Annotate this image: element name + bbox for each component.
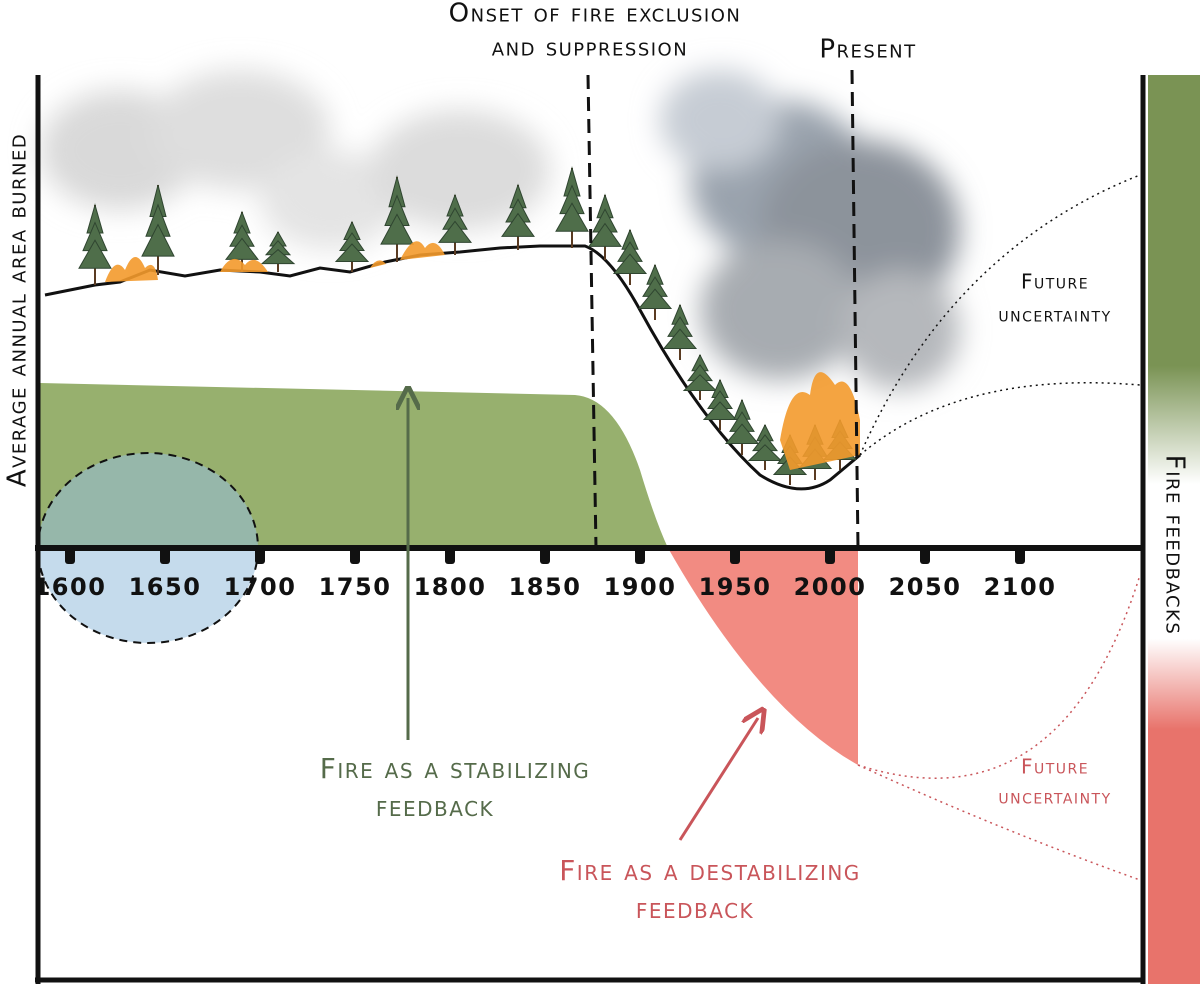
- tree-foliage: [224, 237, 260, 260]
- path: [105, 256, 158, 282]
- onset-label: and suppression: [492, 33, 688, 63]
- tree-foliage: [724, 423, 760, 444]
- present-label: Present: [819, 35, 916, 65]
- tree-foliage: [702, 401, 738, 420]
- future-label: Future: [1021, 755, 1089, 779]
- tick-mark: [635, 548, 645, 564]
- tick-mark: [65, 548, 75, 564]
- x-tick-label: 1600: [34, 573, 107, 601]
- tick-mark: [825, 548, 835, 564]
- feedback-bar: [1148, 75, 1200, 984]
- tree-foliage: [260, 248, 296, 265]
- tick-mark: [445, 548, 455, 564]
- smoke: [40, 70, 960, 390]
- stabilizing-label: Fire as a stabilizing: [320, 752, 591, 785]
- y-axis-label: Average annual area burned: [3, 133, 33, 487]
- x-tick-label: 1750: [319, 573, 392, 601]
- tick-mark: [730, 548, 740, 564]
- ellipse: [660, 70, 780, 170]
- destabilizing-label: feedback: [636, 892, 754, 925]
- ellipse: [370, 110, 550, 230]
- x-tick-label: 1800: [414, 573, 487, 601]
- tree-foliage: [682, 374, 718, 392]
- tree-foliage: [637, 288, 673, 309]
- x-tick-label: 2100: [984, 573, 1057, 601]
- future-curve: [859, 382, 1141, 456]
- x-tick-label: 2050: [889, 573, 962, 601]
- path: [400, 241, 445, 260]
- tick-mark: [255, 548, 265, 564]
- tree-foliage: [588, 222, 622, 247]
- x-ticks: 1600 1650 1700 1750 1800 1850 1900 1950 2000 2050…: [34, 548, 1057, 601]
- tree-foliage: [555, 202, 589, 232]
- onset-label: Onset of fire exclusion: [449, 0, 742, 29]
- tree-foliage: [78, 239, 112, 269]
- tick-mark: [1015, 548, 1025, 564]
- onset-line: [586, 74, 598, 549]
- tree-foliage: [334, 243, 370, 262]
- x-tick-label: 1950: [699, 573, 772, 601]
- tick-mark: [160, 548, 170, 564]
- tick-mark: [540, 548, 550, 564]
- path: [370, 260, 386, 268]
- path: [220, 258, 268, 272]
- destabilizing-label: Fire as a destabilizing: [559, 854, 861, 887]
- tree-foliage: [437, 220, 473, 243]
- tree-foliage: [501, 212, 535, 237]
- future-label: Future: [1021, 270, 1089, 294]
- ellipse: [840, 270, 960, 390]
- future-label: uncertainty: [998, 303, 1111, 327]
- path: [780, 372, 860, 470]
- destabilizing-area: [668, 548, 858, 765]
- future-label: uncertainty: [998, 785, 1111, 809]
- destabilizing-arrow: [678, 718, 758, 841]
- tree-foliage: [141, 223, 175, 257]
- x-tick-label: 1850: [509, 573, 582, 601]
- terrain-line: [44, 244, 861, 491]
- tree-foliage: [612, 253, 648, 274]
- tree-foliage: [662, 328, 698, 349]
- tree-foliage: [747, 444, 783, 462]
- tree-foliage: [380, 213, 414, 245]
- ellipse: [700, 240, 860, 380]
- tick-mark: [920, 548, 930, 564]
- tick-mark: [350, 548, 360, 564]
- ellipse: [260, 150, 400, 250]
- ellipse: [150, 70, 330, 190]
- x-tick-label: 1650: [129, 573, 202, 601]
- future-curve: [857, 764, 1141, 881]
- x-tick-label: 2000: [794, 573, 867, 601]
- stabilizing-label: feedback: [376, 790, 494, 823]
- x-tick-label: 1900: [604, 573, 677, 601]
- future-curve: [857, 574, 1141, 779]
- present-line: [850, 69, 860, 549]
- side-bar-label: Fire feedbacks: [1160, 455, 1190, 636]
- x-tick-label: 1700: [224, 573, 297, 601]
- fires: [105, 241, 860, 470]
